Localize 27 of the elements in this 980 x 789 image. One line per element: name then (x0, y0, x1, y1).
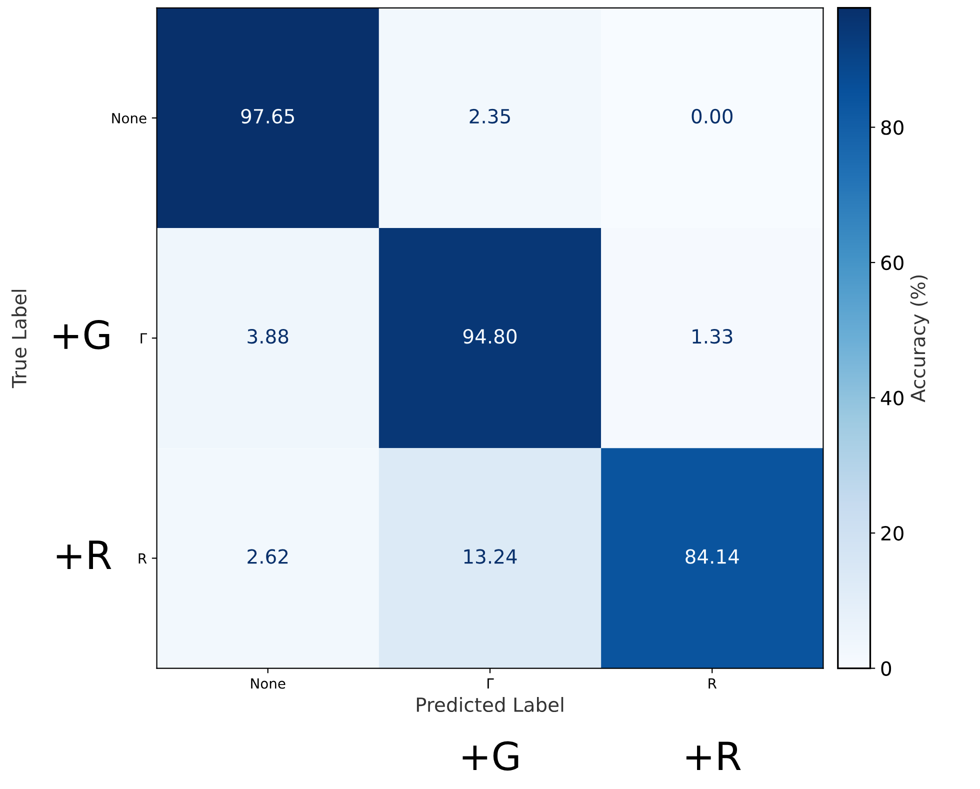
color-bar-label: 60 (881, 255, 904, 270)
data-label: 1.33 (692, 329, 732, 344)
data-label: 84.14 (686, 549, 739, 564)
data-label: 13.24 (464, 549, 517, 564)
y-tick-label: None (112, 113, 146, 124)
text: +R (686, 742, 741, 770)
x-axis-title: Predicted Label (416, 697, 564, 712)
y-tick-label: Γ (140, 333, 147, 344)
data-label: 94.80 (463, 329, 517, 344)
data-label: 97.65 (241, 108, 294, 124)
x-tick-label: R (708, 678, 717, 689)
x-tick-label: None (251, 678, 286, 689)
data-label: 0.00 (692, 108, 732, 124)
y-tick-label: R (138, 553, 147, 564)
color-bar-title: Accuracy (%) (910, 275, 930, 402)
color-bar-label: 20 (881, 526, 904, 541)
color-bar-label: 40 (880, 390, 904, 406)
data-label: 2.62 (248, 549, 288, 564)
data-label: 2.35 (470, 108, 510, 124)
color-bar-label: 80 (881, 120, 904, 135)
text: +R (56, 540, 112, 569)
data-label: 3.88 (248, 329, 288, 344)
text: +G (54, 320, 110, 350)
color-bar-label: 0 (881, 661, 892, 676)
x-tick-label: Γ (487, 678, 494, 689)
y-axis-title: True Label (11, 290, 27, 388)
text: +G (462, 741, 518, 771)
